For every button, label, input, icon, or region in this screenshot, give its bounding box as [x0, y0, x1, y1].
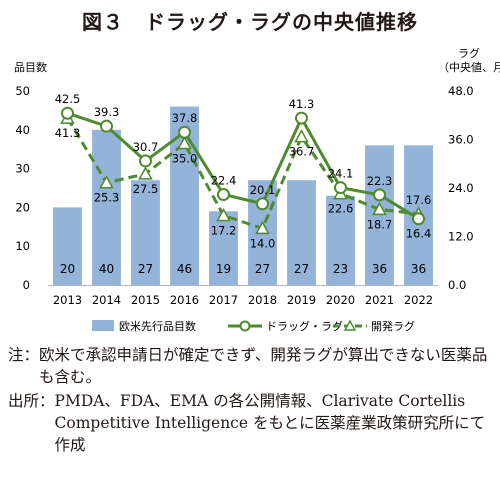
- drug-lag-marker: [334, 181, 347, 195]
- dev-lag-value-label: 14.0: [250, 236, 276, 250]
- dev-lag-marker: [99, 175, 114, 189]
- dev-lag-value-label: 18.7: [367, 217, 393, 231]
- y-tick-left: 50: [15, 84, 30, 98]
- drug-lag-marker: [178, 125, 191, 139]
- x-tick-label: 2020: [326, 293, 355, 307]
- y-tick-left: 40: [15, 123, 30, 137]
- drug-lag-marker: [412, 212, 425, 226]
- source-body: PMDA、FDA、EMA の各公開情報、Clarivate Cortellis …: [54, 392, 486, 454]
- legend-drug-lag-marker: [239, 320, 251, 332]
- dev-lag-value-label: 36.7: [289, 145, 315, 159]
- y-tick-right: 24.0: [448, 181, 474, 195]
- drug-lag-marker: [61, 106, 74, 120]
- y-axis-right-title: ラグ: [458, 46, 480, 60]
- dev-lag-marker: [177, 135, 192, 150]
- x-tick-label: 2015: [131, 293, 160, 307]
- y-tick-right: 48.0: [448, 84, 474, 98]
- figure-title: 図３ ドラッグ・ラグの中央値推移: [82, 10, 418, 34]
- dev-lag-value-label: 17.6: [406, 193, 432, 207]
- dev-lag-line: [66, 117, 419, 231]
- drug-lag-marker: [139, 154, 152, 168]
- note-body: 欧米で承認申請日が確定できず、開発ラグが算出できない医薬品も含む。: [39, 346, 488, 386]
- drug-lag-value-label: 16.4: [406, 227, 432, 241]
- x-tick-label: 2014: [92, 293, 121, 307]
- drug-lag-value-label: 30.7: [133, 140, 159, 154]
- y-tick-left: 0: [23, 278, 30, 292]
- bar-value-label: 40: [99, 262, 114, 276]
- dev-lag-value-label: 35.0: [172, 152, 198, 166]
- drug-lag-marker: [100, 119, 113, 133]
- drug-lag-value-label: 24.1: [328, 167, 354, 181]
- y-tick-left: 20: [15, 200, 30, 214]
- dev-lag-marker: [255, 220, 270, 235]
- bar-value-label: 46: [177, 262, 192, 276]
- x-tick-label: 2019: [287, 293, 316, 307]
- legend-bar-label: 欧米先行品目数: [119, 320, 196, 333]
- x-tick-label: 2016: [170, 293, 199, 307]
- drug-lag-value-label: 22.3: [367, 174, 393, 188]
- dev-lag-marker: [372, 201, 387, 216]
- bar-value-label: 20: [60, 262, 75, 276]
- x-tick-label: 2018: [248, 293, 277, 307]
- x-tick-label: 2013: [53, 293, 82, 307]
- legend-dev-lag-label: 開発ラグ: [371, 319, 415, 333]
- source-head: 出所：: [8, 392, 55, 410]
- y-tick-left: 10: [15, 239, 30, 253]
- drug-lag-value-label: 42.5: [55, 92, 81, 106]
- chart: 品目数 ラグ（中央値、月） 0 10 20 30 40 50 0.0 12.0 24.0 36.0 48…: [14, 46, 500, 333]
- drug-lag-value-label: 22.4: [211, 173, 237, 187]
- bar-value-label: 27: [255, 262, 270, 276]
- bar-value-label: 27: [138, 262, 153, 276]
- dev-lag-marker: [216, 207, 231, 222]
- drug-lag-marker: [217, 187, 230, 201]
- x-tick-label: 2021: [365, 293, 394, 307]
- legend-drug-lag-label: ドラッグ・ラグ: [266, 319, 343, 333]
- bar-value-label: 23: [333, 262, 348, 276]
- bar-value-label: 36: [411, 262, 426, 276]
- dev-lag-value-label: 17.2: [211, 223, 237, 237]
- dev-lag-value-label: 22.6: [328, 202, 354, 216]
- drug-lag-value-label: 20.1: [250, 183, 276, 197]
- y-axis-left-title: 品目数: [14, 61, 47, 74]
- bar: [326, 195, 355, 285]
- drug-lag-marker: [373, 188, 386, 202]
- drug-lag-value-label: 37.8: [172, 111, 198, 125]
- bar: [131, 180, 160, 285]
- y-tick-right: 0.0: [448, 278, 466, 292]
- dev-lag-marker: [294, 129, 309, 143]
- y-tick-right: 36.0: [448, 133, 474, 147]
- y-axis-right-subtitle: （中央値、月）: [438, 61, 500, 74]
- x-tick-label: 2022: [404, 293, 433, 307]
- bar-value-label: 19: [216, 262, 231, 276]
- note: 注： 欧米で承認申請日が確定できず、開発ラグが算出できない医薬品も含む。 出所：…: [8, 344, 494, 456]
- drug-lag-value-label: 39.3: [94, 105, 120, 119]
- x-tick-label: 2017: [209, 293, 238, 307]
- bar: [53, 207, 82, 285]
- y-tick-right: 12.0: [448, 230, 474, 244]
- drug-lag-marker: [256, 197, 269, 211]
- drug-lag-line: [67, 111, 420, 220]
- dev-lag-value-label: 41.3: [55, 126, 81, 140]
- legend-bar-swatch: [92, 320, 114, 331]
- y-tick-left: 30: [15, 162, 30, 176]
- dev-lag-value-label: 25.3: [94, 191, 120, 205]
- bar-value-label: 36: [372, 262, 387, 276]
- drug-lag-value-label: 41.3: [289, 97, 315, 111]
- drug-lag-marker: [295, 111, 308, 125]
- bar: [287, 180, 316, 285]
- dev-lag-marker: [138, 166, 153, 180]
- bar: [209, 211, 238, 285]
- dev-lag-value-label: 27.5: [133, 182, 159, 196]
- bar-value-label: 27: [294, 262, 309, 276]
- note-head: 注：: [8, 346, 40, 364]
- bar: [92, 129, 121, 285]
- legend-dev-lag-marker: [343, 319, 357, 331]
